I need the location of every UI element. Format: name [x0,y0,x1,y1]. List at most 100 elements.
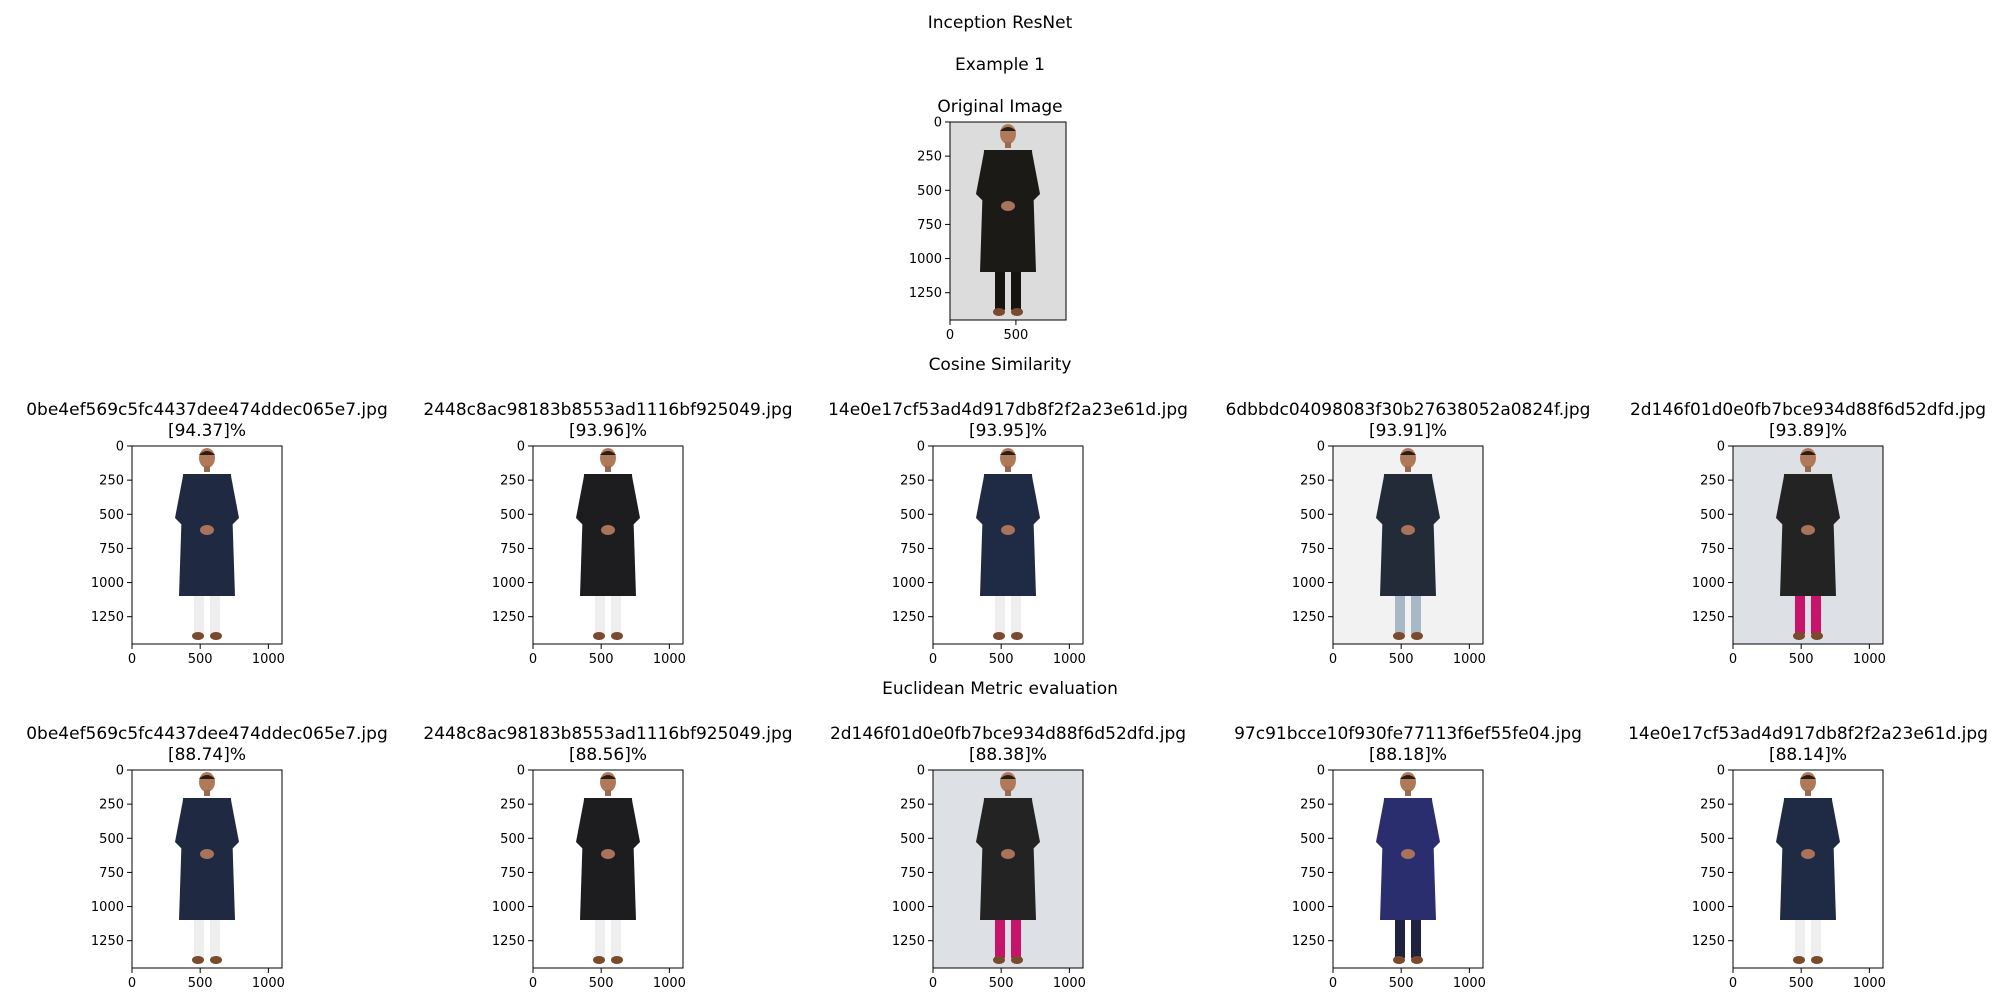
result-score: [93.89]% [1769,421,1847,441]
figure-title: Inception ResNet [927,13,1073,33]
y-tick-label: 750 [1700,866,1725,881]
x-tick-label: 1000 [1053,976,1086,991]
result-score: [88.74]% [168,745,246,765]
image-frame [1332,769,1484,969]
x-tick-label: 1000 [653,652,686,667]
result-score: [88.14]% [1769,745,1847,765]
person-leg-right [1411,910,1421,958]
y-tick-label: 1000 [892,900,925,915]
person-hands [1401,849,1415,859]
figure-subtitle: Example 1 [955,55,1045,75]
y-tick-label: 250 [1300,798,1325,813]
y-tick-label: 1000 [892,576,925,591]
person-neck [204,790,210,796]
person-shoe-left [993,956,1005,964]
y-tick-label: 500 [500,508,525,523]
result-score: [93.96]% [569,421,647,441]
x-tick-label: 0 [1329,652,1337,667]
y-tick-label: 1000 [1692,900,1725,915]
x-tick-label: 500 [1789,652,1814,667]
y-tick-label: 0 [934,116,942,131]
image-frame [932,445,1084,645]
x-tick-label: 1000 [1853,652,1886,667]
result-filename: 2d146f01d0e0fb7bce934d88f6d52dfd.jpg [1630,400,1986,420]
x-tick-label: 500 [1389,652,1414,667]
y-tick-label: 250 [500,798,525,813]
person-figure [1376,772,1440,964]
person-hands [1001,849,1015,859]
person-shoe-right [611,632,623,640]
y-tick-label: 1250 [1692,934,1725,949]
y-tick-label: 250 [99,474,124,489]
person-figure [1776,448,1840,640]
y-tick-label: 500 [1300,832,1325,847]
image-frame [131,769,283,969]
result-filename: 14e0e17cf53ad4d917db8f2f2a23e61d.jpg [1628,724,1988,744]
y-tick-label: 500 [900,508,925,523]
x-tick-label: 0 [128,976,136,991]
person-figure [976,124,1040,316]
x-tick-label: 500 [989,976,1014,991]
y-tick-label: 0 [1717,764,1725,779]
person-shoe-right [1011,956,1023,964]
result-filename: 2448c8ac98183b8553ad1116bf925049.jpg [423,724,792,744]
y-tick-label: 1250 [892,934,925,949]
person-figure [576,448,640,640]
section-label-euclidean: Euclidean Metric evaluation [882,679,1118,699]
x-tick-label: 500 [589,976,614,991]
y-tick-label: 250 [1700,798,1725,813]
y-tick-label: 1000 [909,252,942,267]
y-tick-label: 0 [116,440,124,455]
y-tick-label: 1250 [492,934,525,949]
person-shoe-right [1811,632,1823,640]
person-neck [1805,790,1811,796]
image-frame [131,445,283,645]
person-hair [600,451,616,455]
y-tick-label: 250 [900,798,925,813]
person-hair [1800,451,1816,455]
result-score: [88.56]% [569,745,647,765]
person-shoe-left [192,956,204,964]
person-neck [1405,466,1411,472]
person-shoe-right [1011,308,1023,316]
x-tick-label: 0 [1329,976,1337,991]
y-tick-label: 1250 [91,610,124,625]
y-tick-label: 250 [99,798,124,813]
person-neck [1405,790,1411,796]
person-neck [1805,466,1811,472]
person-neck [605,466,611,472]
person-shoe-right [1411,632,1423,640]
person-hair [199,775,215,779]
person-figure [976,772,1040,964]
person-shoe-right [1411,956,1423,964]
person-leg-left [194,586,204,634]
person-leg-left [1795,586,1805,634]
original-image-panel: 0 250 500 750 1000 1250 0 500 [909,116,1067,343]
x-tick-label: 500 [188,652,213,667]
result-panel: 0be4ef569c5fc4437dee474ddec065e7.jpg[94.… [26,400,388,667]
y-tick-label: 0 [1717,440,1725,455]
image-frame [532,769,684,969]
person-figure [1376,448,1440,640]
person-shoe-left [1393,632,1405,640]
y-tick-label: 0 [917,764,925,779]
y-tick-label: 0 [1317,764,1325,779]
y-tick-label: 750 [1700,542,1725,557]
y-tick-label: 250 [900,474,925,489]
image-frame [932,769,1084,969]
person-shoe-left [1393,956,1405,964]
y-tick-label: 1000 [1292,900,1325,915]
result-filename: 2d146f01d0e0fb7bce934d88f6d52dfd.jpg [830,724,1186,744]
result-panel: 14e0e17cf53ad4d917db8f2f2a23e61d.jpg[93.… [828,400,1188,667]
person-neck [1005,790,1011,796]
person-leg-right [611,910,621,958]
y-tick-label: 0 [116,764,124,779]
image-frame [949,121,1067,321]
person-figure [1776,772,1840,964]
result-filename: 2448c8ac98183b8553ad1116bf925049.jpg [423,400,792,420]
x-tick-label: 1000 [653,976,686,991]
person-shoe-left [1793,632,1805,640]
person-neck [204,466,210,472]
y-tick-label: 500 [1700,508,1725,523]
person-leg-right [1811,910,1821,958]
